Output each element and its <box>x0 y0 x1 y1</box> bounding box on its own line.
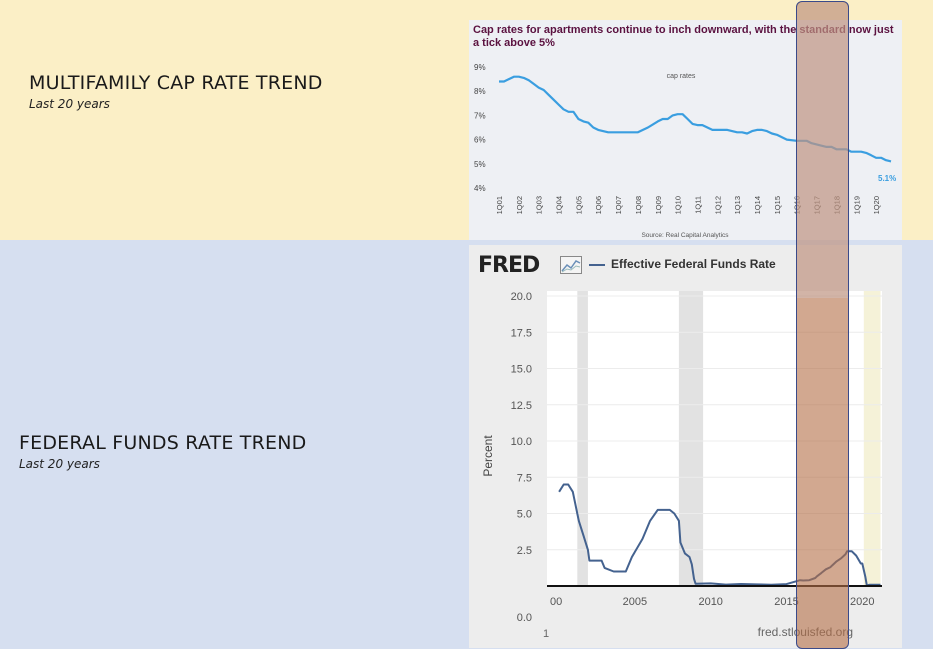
x-tick-label: 1Q06 <box>594 196 603 214</box>
x-tick-label: 1Q01 <box>495 196 504 214</box>
y-tick-label: 5.0 <box>517 509 532 521</box>
x-tick-label: 1Q05 <box>574 196 583 214</box>
fed-funds-subheading: Last 20 years <box>19 457 100 471</box>
cap-rate-subheading: Last 20 years <box>29 97 110 111</box>
x-tick-label: 1Q04 <box>555 196 564 214</box>
y-tick-label: 7% <box>474 111 486 120</box>
y-tick-label: 5% <box>474 160 486 169</box>
fred-chart-icon <box>560 256 582 274</box>
x-tick-label: 1Q19 <box>852 196 861 214</box>
legend-label: cap rates <box>667 73 696 80</box>
chart-title: Cap rates for apartments continue to inc… <box>473 24 894 49</box>
y-tick-label: 10.0 <box>511 436 532 448</box>
highlight-overlay <box>796 1 849 649</box>
fred-logo: FRED <box>478 253 540 278</box>
y-tick-label: 12.5 <box>511 400 532 412</box>
y-tick-label: 20.0 <box>511 291 532 303</box>
x-tick-label: 1Q10 <box>674 196 683 214</box>
legend-label: Effective Federal Funds Rate <box>611 257 776 271</box>
x-tick-label: 1Q09 <box>654 196 663 214</box>
x-tick-label: 2010 <box>698 596 722 608</box>
recession-shade <box>863 291 881 586</box>
y-tick-label: 6% <box>474 136 486 145</box>
x-tick-label: 1Q12 <box>713 196 722 214</box>
x-tick-label: 2015 <box>774 596 798 608</box>
footnote: 1 <box>543 628 549 640</box>
recession-shade <box>577 291 588 586</box>
source-note: Source: Real Capital Analytics <box>641 232 729 239</box>
x-tick-label: 1Q15 <box>773 196 782 214</box>
highlight-overlay-top <box>797 2 848 298</box>
y-tick-label: 17.5 <box>511 327 532 339</box>
legend: Effective Federal Funds Rate <box>589 257 776 271</box>
x-tick-label: 1Q02 <box>515 196 524 214</box>
fed-funds-heading: FEDERAL FUNDS RATE TREND <box>19 432 307 454</box>
x-tick-label: 2005 <box>623 596 647 608</box>
x-tick-label: 00 <box>550 596 562 608</box>
x-tick-label: 1Q11 <box>693 196 702 214</box>
x-tick-label: 1Q07 <box>614 196 623 214</box>
y-tick-label: 9% <box>474 63 486 72</box>
legend-swatch <box>589 263 605 266</box>
x-tick-label: 1Q14 <box>753 196 762 214</box>
y-tick-label: 8% <box>474 87 486 96</box>
end-value-label: 5.1% <box>878 174 896 183</box>
x-tick-label: 2020 <box>850 596 874 608</box>
x-tick-label: 1Q13 <box>733 196 742 214</box>
y-tick-label: 0.0 <box>517 612 532 624</box>
y-tick-label: 7.5 <box>517 472 532 484</box>
y-tick-label: 2.5 <box>517 545 532 557</box>
x-tick-label: 1Q20 <box>872 196 881 214</box>
recession-shade <box>678 291 704 586</box>
y-axis-label: Percent <box>481 435 495 477</box>
x-tick-label: 1Q08 <box>634 196 643 214</box>
cap-rate-heading: MULTIFAMILY CAP RATE TREND <box>29 72 323 94</box>
y-tick-label: 4% <box>474 184 486 193</box>
y-tick-label: 15.0 <box>511 364 532 376</box>
x-tick-label: 1Q03 <box>535 196 544 214</box>
